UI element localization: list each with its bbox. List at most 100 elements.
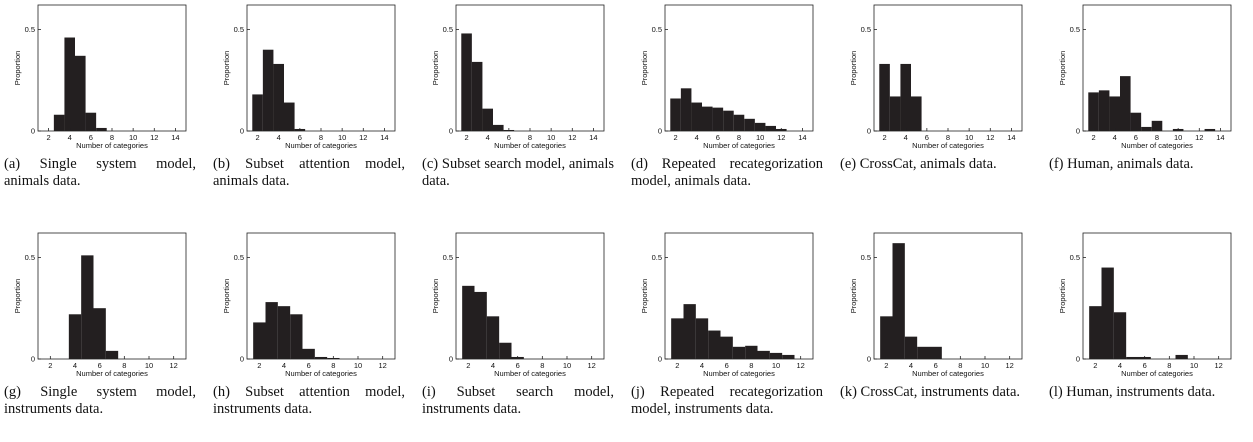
x-tick-label: 8 [946,133,950,142]
x-tick-label: 10 [338,133,346,142]
plot-frame [37,232,187,360]
x-tick-label: 12 [1214,361,1222,370]
x-axis-label: Number of categories [703,369,775,378]
y-tick-label: 0 [240,355,244,364]
panel: 0 0.5 2 4 6 8 10 12 14 Number of categories Propor… [627,0,835,228]
x-tick-label: 2 [673,133,677,142]
bar [96,127,107,131]
bar [471,61,483,131]
x-tick-label: 12 [568,133,576,142]
x-tick-label: 8 [958,361,962,370]
plot-frame [1082,232,1232,360]
x-tick-label: 8 [331,361,335,370]
bar [1109,96,1120,131]
x-tick-label: 6 [98,361,102,370]
caption: (k) CrossCat, instruments data. [840,384,1021,400]
x-tick-label: 6 [298,133,302,142]
x-tick-label: 6 [507,133,511,142]
y-tick-label: 0 [449,127,453,136]
caption: (h) Subset attention model, instruments … [213,384,405,417]
bar [765,125,776,131]
y-axis-label: Proportion [431,51,440,86]
chart: 0 0.5 2 4 6 8 10 12 Number of categories Proporti… [431,232,605,378]
chart: 0 0.5 2 4 6 8 10 12 Number of categories Proporti… [640,232,814,378]
bar [702,106,713,131]
caption: (d) Repeated recategorization model, ani… [631,156,823,189]
y-tick-label: 0 [31,355,35,364]
panel: 0 0.5 2 4 6 8 10 12 14 Number of categories Propor… [1045,0,1253,228]
panel: 0 0.5 2 4 6 8 10 12 Number of categories Proporti… [1045,228,1253,442]
x-tick-label: 12 [986,133,994,142]
bar [879,63,890,131]
y-axis-label: Proportion [13,279,22,314]
plot-frame [455,232,605,360]
bar [1204,128,1216,131]
y-tick-label: 0.5 [1070,25,1080,34]
x-tick-label: 14 [589,133,597,142]
x-tick-label: 2 [1093,361,1097,370]
x-tick-label: 2 [255,133,259,142]
bar [911,96,922,131]
x-tick-label: 10 [563,361,571,370]
x-tick-label: 8 [1155,133,1159,142]
bar [732,346,746,359]
bar [265,302,278,359]
y-tick-label: 0.5 [1070,253,1080,262]
caption: (f) Human, animals data. [1049,156,1194,172]
y-tick-label: 0 [658,127,662,136]
bar [1126,356,1139,359]
x-tick-label: 14 [171,133,179,142]
bar [691,102,702,131]
bar [680,88,692,131]
x-tick-label: 14 [1216,133,1224,142]
bar [900,63,911,131]
y-tick-label: 0.5 [234,253,244,262]
x-axis-label: Number of categories [76,369,148,378]
bar [314,356,328,359]
caption: (l) Human, instruments data. [1049,384,1216,400]
panel: 0 0.5 2 4 6 8 10 12 Number of categories Proporti… [627,228,835,442]
panel: 0 0.5 2 4 6 8 10 12 Number of categories Proporti… [209,228,417,442]
x-tick-label: 4 [491,361,495,370]
chart: 0 0.5 2 4 6 8 10 12 14 Number of categories Propor… [13,4,187,150]
bar [904,336,918,359]
x-tick-label: 10 [772,361,780,370]
x-axis-label: Number of categories [76,141,148,150]
x-tick-label: 10 [1190,361,1198,370]
x-tick-label: 4 [700,361,704,370]
y-axis-label: Proportion [222,51,231,86]
x-tick-label: 8 [122,361,126,370]
y-tick-label: 0.5 [652,25,662,34]
y-tick-label: 0 [867,127,871,136]
bar [671,318,684,359]
caption: (g) Single system model, instruments dat… [4,384,196,417]
x-tick-label: 8 [737,133,741,142]
bar [93,308,106,359]
bar [889,96,901,131]
x-tick-label: 10 [145,361,153,370]
x-tick-label: 6 [1134,133,1138,142]
x-tick-label: 6 [1143,361,1147,370]
bar [1141,126,1152,131]
bar [461,33,472,131]
bar [474,291,487,359]
panel: 0 0.5 2 4 6 8 10 12 14 Number of categories Propor… [209,0,417,228]
bar [302,348,315,359]
bar [782,354,795,359]
x-tick-label: 8 [110,133,114,142]
x-tick-label: 10 [354,361,362,370]
chart: 0 0.5 2 4 6 8 10 12 14 Number of categories Propor… [222,4,396,150]
y-tick-label: 0.5 [443,25,453,34]
bar [1120,76,1131,131]
bar [252,94,263,131]
bar [757,350,770,359]
bar [754,122,766,131]
x-axis-label: Number of categories [1121,369,1193,378]
y-axis-label: Proportion [431,279,440,314]
x-tick-label: 2 [464,133,468,142]
bar [462,285,475,359]
bar [917,346,930,359]
x-tick-label: 14 [798,133,806,142]
bar [683,304,696,359]
